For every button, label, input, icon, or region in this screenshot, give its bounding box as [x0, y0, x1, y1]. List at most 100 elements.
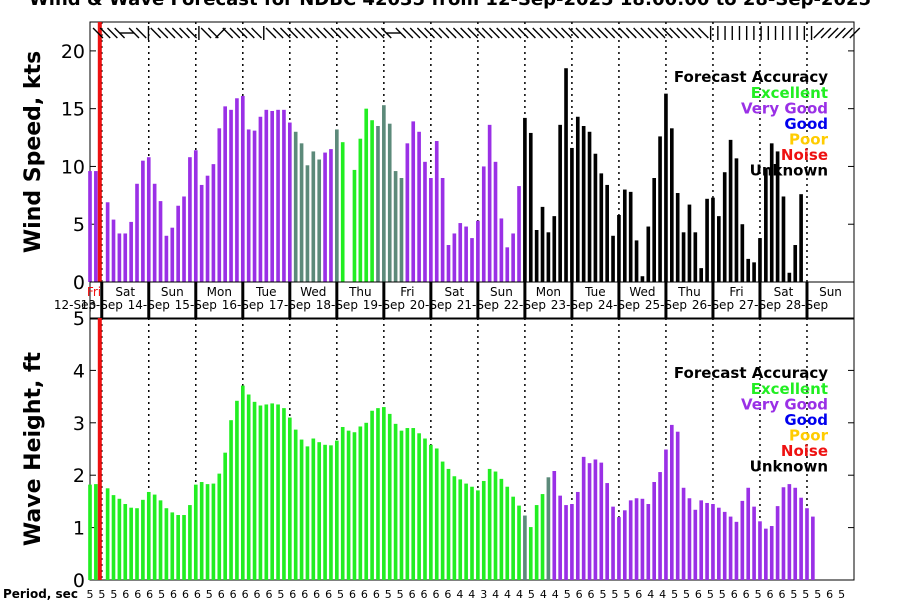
data-bar: [722, 511, 727, 580]
data-bar: [523, 117, 527, 283]
direction-arrow: [676, 27, 688, 39]
period-value: 6: [767, 588, 774, 600]
data-bar: [781, 487, 786, 580]
data-bar: [575, 491, 580, 580]
data-bar: [434, 448, 439, 580]
data-bar: [94, 171, 98, 282]
data-bar: [429, 444, 433, 580]
direction-arrow: [114, 27, 126, 39]
data-bar: [217, 128, 222, 282]
data-bar: [393, 171, 398, 282]
period-value: 6: [242, 588, 249, 600]
period-value: 5: [683, 588, 690, 600]
direction-arrow: [424, 27, 435, 39]
direction-arrow: [452, 27, 464, 39]
period-value: 6: [134, 588, 141, 600]
direction-arrow: [481, 27, 493, 39]
data-bar: [552, 216, 557, 282]
data-bar: [587, 131, 592, 282]
data-bar: [417, 433, 421, 580]
direction-arrow: [251, 27, 263, 39]
direction-arrow: [640, 27, 652, 39]
data-bar: [581, 126, 586, 282]
data-bar: [764, 168, 768, 282]
direction-arrow: [409, 27, 421, 39]
period-value: 5: [755, 588, 762, 600]
data-bar: [393, 423, 398, 580]
direction-arrow: [344, 27, 356, 39]
data-bar: [182, 515, 186, 580]
data-bar: [740, 500, 745, 580]
data-bar: [570, 147, 574, 282]
period-value: 6: [265, 588, 272, 600]
period-value: 4: [647, 588, 654, 600]
period-value: 5: [671, 588, 678, 600]
direction-arrow: [359, 27, 371, 39]
date-label: 17-Sep: [269, 298, 311, 312]
data-bar: [787, 484, 792, 580]
direction-arrow: [661, 27, 673, 39]
data-bar: [111, 495, 116, 580]
direction-arrow: [690, 27, 702, 39]
data-bar: [158, 500, 163, 580]
direction-arrow: [352, 27, 363, 39]
period-value: 5: [98, 588, 105, 600]
day-name-label: Sat: [115, 285, 135, 299]
y-tick-label: 1: [73, 518, 85, 540]
data-bar: [317, 159, 322, 282]
data-bar: [376, 126, 380, 282]
data-bar: [117, 498, 122, 580]
data-bar: [358, 426, 363, 580]
direction-arrow: [279, 27, 291, 39]
direction-arrow: [618, 27, 630, 39]
data-bar: [634, 498, 639, 580]
data-bar: [511, 496, 515, 580]
data-bar: [182, 196, 186, 282]
direction-arrow: [697, 27, 709, 39]
data-bar: [558, 495, 562, 580]
direction-arrow: [366, 27, 378, 39]
data-bar: [699, 268, 704, 282]
direction-arrow: [597, 27, 608, 39]
day-band: [89, 281, 855, 320]
data-bar: [611, 506, 615, 580]
data-bar: [364, 108, 369, 283]
period-value: 6: [361, 588, 368, 600]
period-value: 4: [516, 588, 523, 600]
data-bar: [446, 245, 451, 282]
period-value: 6: [778, 588, 785, 600]
data-bar: [705, 502, 709, 580]
data-bar: [305, 446, 310, 580]
data-bar: [340, 426, 345, 580]
data-bar: [658, 472, 662, 580]
period-value: 4: [468, 588, 475, 600]
direction-arrow: [445, 27, 457, 39]
legend-item: Poor: [789, 131, 829, 149]
data-bar: [681, 487, 686, 580]
period-value: 6: [325, 588, 332, 600]
data-bar: [193, 150, 198, 282]
data-bar: [387, 123, 392, 282]
data-bar: [711, 197, 715, 282]
data-bar: [323, 444, 327, 580]
data-bar: [693, 509, 698, 580]
data-bar: [311, 151, 316, 282]
data-bar: [199, 482, 204, 580]
day-name-label: Wed: [629, 285, 655, 299]
day-name-label: Mon: [207, 285, 232, 299]
period-value: 6: [743, 588, 750, 600]
y-tick-label: 15: [61, 99, 85, 121]
direction-arrow: [827, 27, 839, 39]
data-bar: [240, 95, 245, 282]
data-bar: [123, 504, 128, 580]
data-bar: [775, 506, 780, 580]
data-bar: [258, 405, 263, 580]
data-bar: [640, 498, 645, 580]
direction-arrow: [236, 27, 248, 39]
period-value: 5: [385, 588, 392, 600]
data-bar: [423, 161, 427, 282]
data-bar: [564, 505, 568, 580]
data-bar: [652, 482, 657, 580]
data-bar: [152, 183, 157, 282]
direction-arrow: [135, 27, 147, 39]
